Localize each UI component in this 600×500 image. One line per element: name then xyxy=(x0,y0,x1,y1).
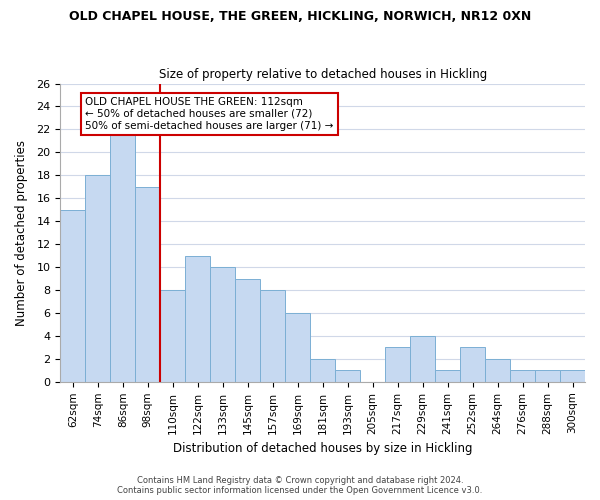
Bar xyxy=(385,348,410,382)
Bar xyxy=(160,290,185,382)
Bar xyxy=(410,336,435,382)
Bar xyxy=(285,313,310,382)
Bar xyxy=(135,187,160,382)
Bar xyxy=(310,359,335,382)
Y-axis label: Number of detached properties: Number of detached properties xyxy=(15,140,28,326)
Bar xyxy=(485,359,510,382)
Text: OLD CHAPEL HOUSE THE GREEN: 112sqm
← 50% of detached houses are smaller (72)
50%: OLD CHAPEL HOUSE THE GREEN: 112sqm ← 50%… xyxy=(85,98,334,130)
Bar xyxy=(260,290,285,382)
Text: Contains HM Land Registry data © Crown copyright and database right 2024.
Contai: Contains HM Land Registry data © Crown c… xyxy=(118,476,482,495)
Bar xyxy=(510,370,535,382)
Bar xyxy=(560,370,585,382)
Bar xyxy=(61,210,85,382)
Bar xyxy=(110,130,135,382)
X-axis label: Distribution of detached houses by size in Hickling: Distribution of detached houses by size … xyxy=(173,442,472,455)
Bar xyxy=(235,278,260,382)
Bar xyxy=(210,267,235,382)
Text: OLD CHAPEL HOUSE, THE GREEN, HICKLING, NORWICH, NR12 0XN: OLD CHAPEL HOUSE, THE GREEN, HICKLING, N… xyxy=(69,10,531,23)
Bar xyxy=(85,176,110,382)
Bar xyxy=(185,256,210,382)
Bar xyxy=(460,348,485,382)
Bar xyxy=(335,370,360,382)
Bar xyxy=(535,370,560,382)
Bar xyxy=(435,370,460,382)
Title: Size of property relative to detached houses in Hickling: Size of property relative to detached ho… xyxy=(158,68,487,81)
